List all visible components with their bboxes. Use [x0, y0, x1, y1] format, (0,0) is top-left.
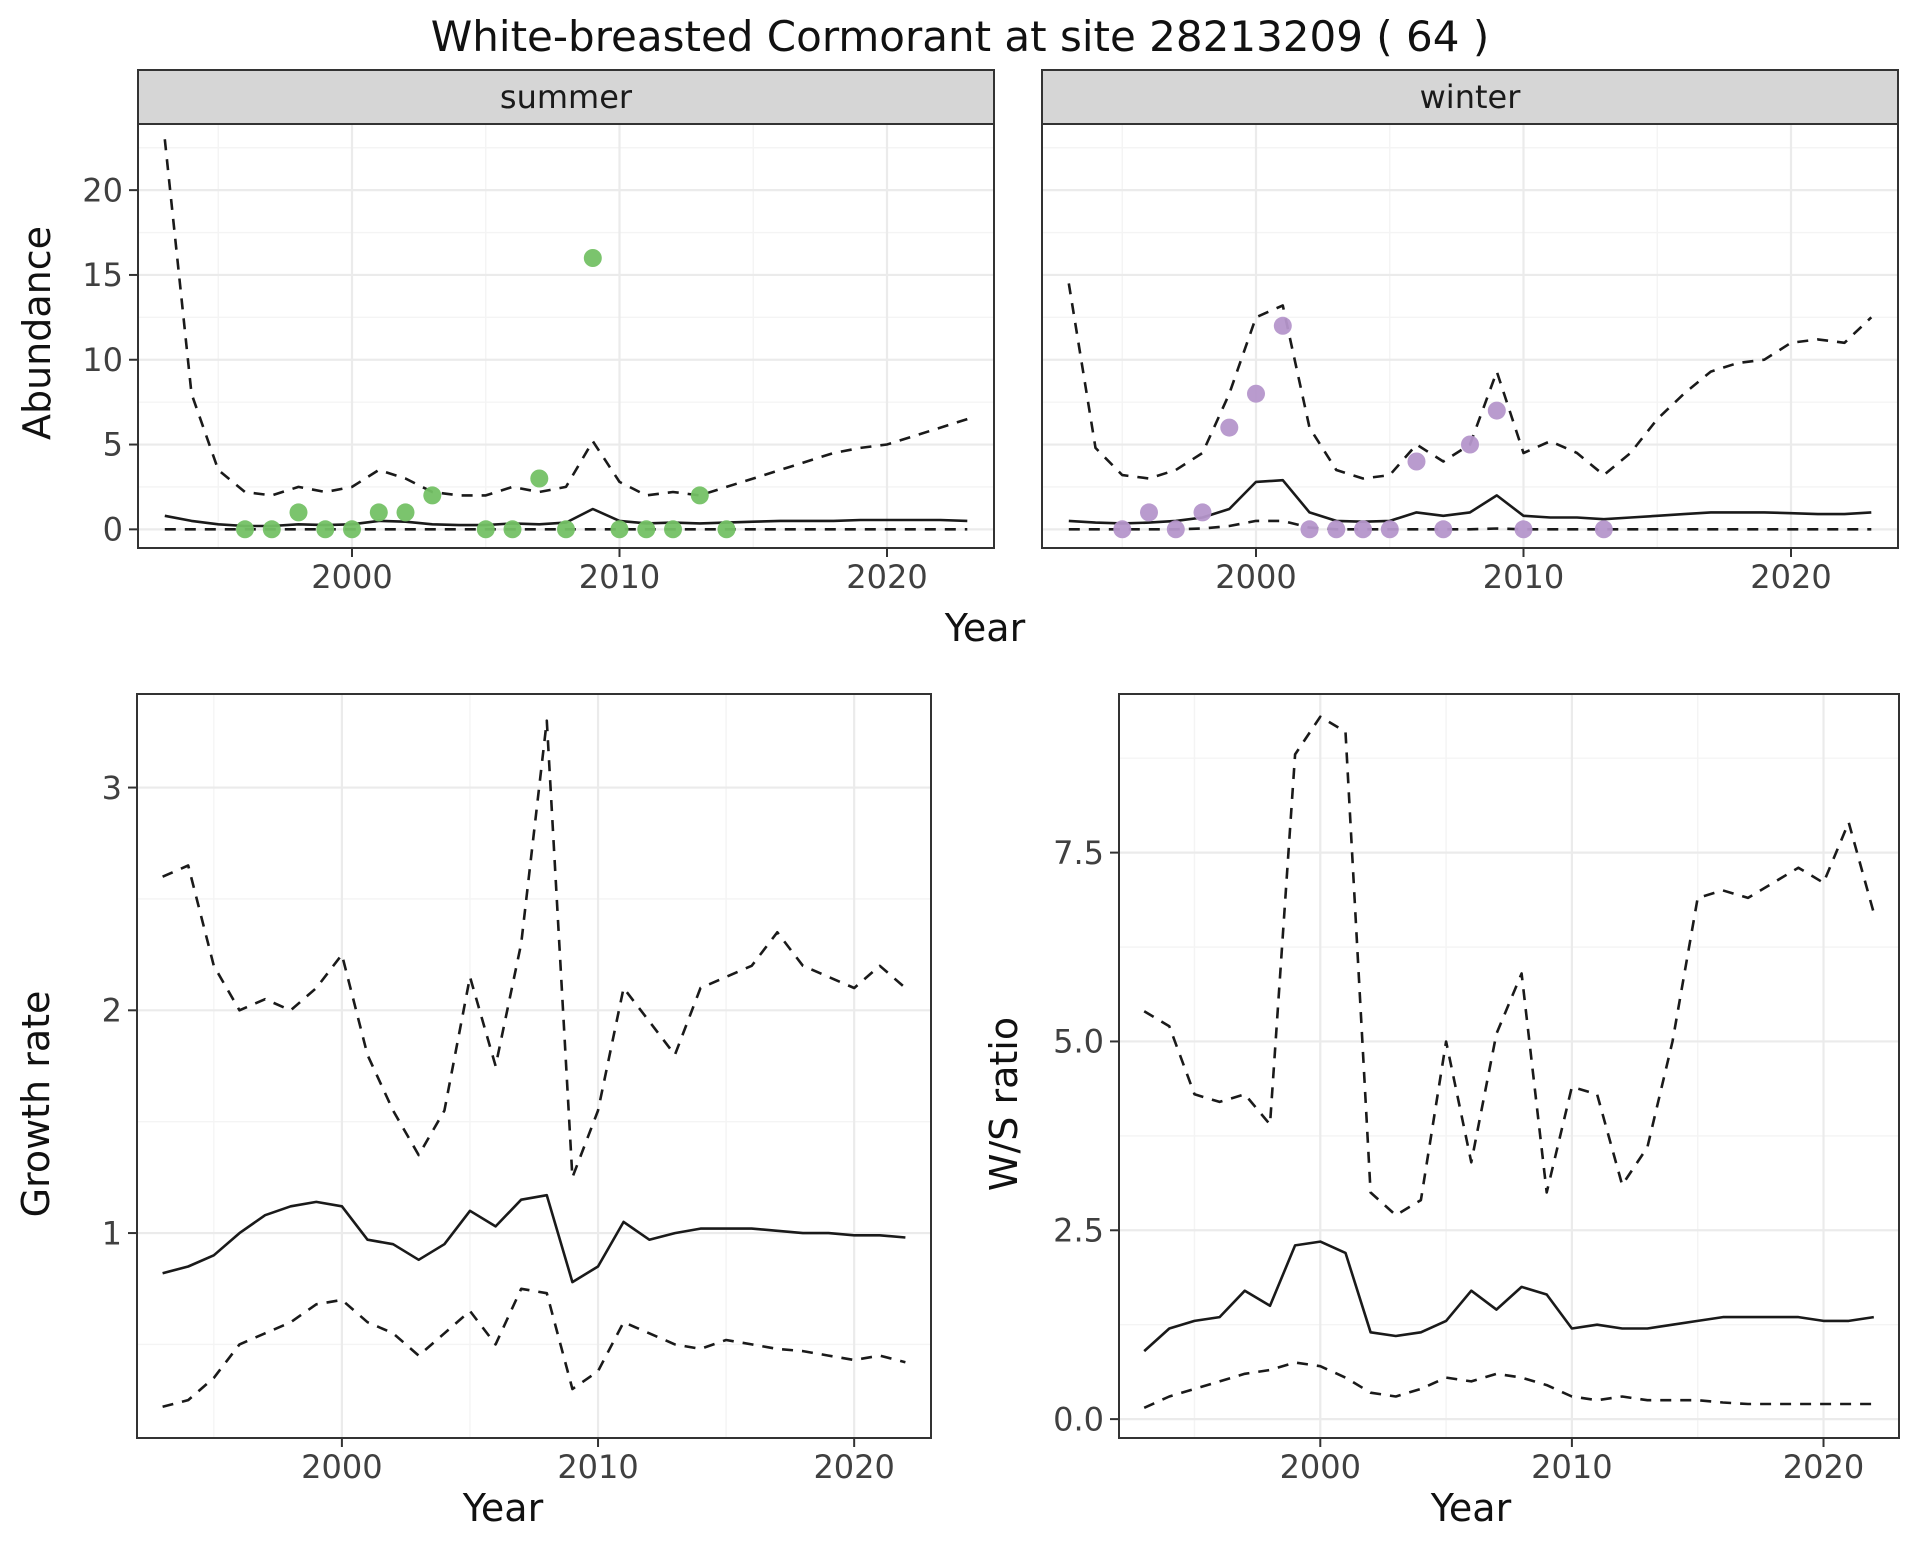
axis-tick-labels: 2000 2010 2020 1 2 3 — [102, 769, 895, 1484]
series-upper-ci — [163, 139, 968, 497]
panel-background — [1042, 124, 1898, 548]
svg-text:2010: 2010 — [557, 1448, 638, 1484]
top-x-axis-title: Year — [0, 598, 1920, 654]
svg-text:10: 10 — [82, 341, 123, 379]
abundance-y-axis-title-text: Abundance — [15, 225, 59, 441]
axis-tick-labels: 2000 2010 2020 0 5 10 15 20 — [82, 171, 927, 596]
svg-text:5: 5 — [103, 426, 123, 464]
axis-tick-labels: 2000 2010 2020 0.0 2.5 5.0 7.5 — [1053, 834, 1864, 1484]
series-lower-ci — [1143, 1361, 1874, 1409]
svg-text:2000: 2000 — [301, 1448, 382, 1484]
ws-ratio-y-axis-title-text: W/S ratio — [982, 1016, 1026, 1192]
svg-text:2010: 2010 — [1531, 1448, 1612, 1484]
series-upper-ci — [1143, 715, 1876, 1217]
grid-major — [1119, 694, 1899, 1438]
growth-rate-y-axis-title: Growth rate — [9, 678, 63, 1530]
svg-text:0: 0 — [103, 511, 123, 549]
axis-ticks — [128, 786, 856, 1447]
growth-rate-figure: Growth rate 2000 2010 2020 1 2 3 Year — [9, 678, 943, 1530]
svg-text:15: 15 — [82, 256, 123, 294]
growth-rate-x-axis-title-text: Year — [462, 1486, 544, 1530]
svg-text:0.0: 0.0 — [1053, 1400, 1104, 1438]
abundance-facets: 2000 2010 2020 0 5 10 15 20 summer 2000 2010 2020 w… — [64, 68, 1910, 598]
grid-major — [137, 694, 931, 1438]
svg-text:3: 3 — [102, 769, 122, 807]
growth-rate-panel: 2000 2010 2020 1 2 3 — [102, 693, 932, 1484]
grid-minor — [1119, 694, 1899, 1438]
series-lower-ci — [1068, 519, 1872, 531]
panel-border — [1118, 693, 1900, 1439]
facet-strip-label: winter — [1420, 78, 1522, 116]
panel-border — [136, 693, 932, 1439]
figure-title: White-breasted Cormorant at site 2821320… — [430, 12, 1490, 61]
series-summer-observations — [236, 249, 736, 539]
facet-strip — [1041, 69, 1899, 125]
grid-minor — [137, 694, 931, 1438]
series-upper-ci — [162, 719, 907, 1179]
panel-border — [1041, 123, 1899, 549]
svg-text:1: 1 — [102, 1214, 122, 1252]
ws-ratio-x-axis-title-text: Year — [1430, 1486, 1512, 1530]
axis-tick-labels: 2000 2010 2020 — [1215, 558, 1831, 596]
series-median — [162, 1193, 906, 1284]
ws-ratio-figure: W/S ratio 2000 2010 2020 0.0 2.5 5.0 7.5 Year — [977, 678, 1911, 1530]
svg-text:5.0: 5.0 — [1053, 1023, 1104, 1061]
ws-ratio-panel: 2000 2010 2020 0.0 2.5 5.0 7.5 — [1053, 693, 1900, 1484]
growth-rate-y-axis-title-text: Growth rate — [14, 990, 58, 1218]
svg-text:2000: 2000 — [1215, 558, 1296, 596]
svg-text:2010: 2010 — [1483, 558, 1564, 596]
axis-ticks — [129, 189, 888, 557]
svg-text:2020: 2020 — [813, 1448, 894, 1484]
summer-abundance-panel: 2000 2010 2020 0 5 10 15 20 summer — [82, 69, 995, 596]
svg-text:2010: 2010 — [579, 558, 660, 596]
svg-text:2020: 2020 — [1783, 1448, 1864, 1484]
svg-text:20: 20 — [82, 171, 123, 209]
abundance-y-axis-title: Abundance — [10, 68, 64, 598]
abundance-figure: Abundance 2000 2010 2020 0 5 10 15 20 summer 200… — [0, 68, 1920, 598]
ws-ratio-y-axis-title: W/S ratio — [977, 678, 1031, 1530]
panel-background — [137, 694, 931, 1438]
panel-border — [137, 123, 995, 549]
winter-abundance-panel: 2000 2010 2020 winter — [1041, 69, 1899, 596]
top-x-axis-title-text: Year — [944, 606, 1026, 650]
ws-ratio-x-axis-title: Year — [1431, 1484, 1511, 1530]
bottom-figures: Growth rate 2000 2010 2020 1 2 3 Year W/S rat… — [0, 678, 1920, 1530]
svg-text:2.5: 2.5 — [1053, 1211, 1104, 1249]
svg-text:7.5: 7.5 — [1053, 834, 1104, 872]
svg-text:2: 2 — [102, 992, 122, 1030]
series-median — [1143, 1240, 1874, 1353]
axis-ticks — [1255, 548, 1792, 557]
axis-ticks — [1110, 851, 1825, 1447]
growth-rate-x-axis-title: Year — [463, 1484, 543, 1530]
grid-minor — [1042, 124, 1898, 548]
series-winter-observations — [1113, 316, 1613, 539]
svg-text:2020: 2020 — [846, 558, 927, 596]
panel-background — [138, 124, 994, 548]
svg-text:2000: 2000 — [1280, 1448, 1361, 1484]
svg-text:2020: 2020 — [1750, 558, 1831, 596]
facet-strip — [137, 69, 995, 125]
panel-background — [1119, 694, 1899, 1438]
svg-text:2000: 2000 — [311, 558, 392, 596]
facet-strip-label: summer — [500, 78, 633, 116]
